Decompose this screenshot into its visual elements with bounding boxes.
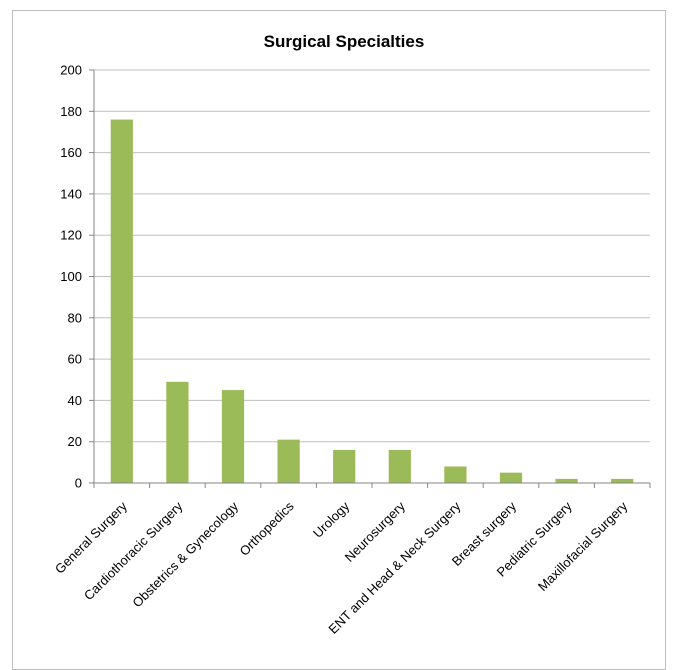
y-tick-label: 40 — [68, 393, 82, 408]
y-tick-label: 20 — [68, 434, 82, 449]
bar — [110, 119, 133, 483]
bar — [388, 449, 411, 483]
bars — [110, 119, 634, 483]
x-tick-label: Cardiothoracic Surgery — [81, 498, 186, 603]
chart-title: Surgical Specialties — [264, 32, 425, 51]
y-tick-label: 180 — [60, 104, 82, 119]
y-tick-label: 160 — [60, 145, 82, 160]
y-tick-label: 80 — [68, 310, 82, 325]
y-axis-tick-labels: 0 20 40 60 80 100 120 140 160 180 200 — [60, 63, 82, 491]
y-tick-label: 120 — [60, 228, 82, 243]
bar — [333, 449, 356, 483]
bar — [444, 466, 467, 483]
bar — [166, 381, 189, 483]
bar — [611, 478, 634, 483]
axes — [89, 69, 651, 488]
x-tick-label: Orthopedics — [237, 498, 298, 559]
x-tick-label: Urology — [310, 498, 353, 541]
y-tick-label: 140 — [60, 186, 82, 201]
bar — [499, 472, 523, 483]
x-tick-label: Obstetrics & Gynecology — [129, 498, 241, 610]
y-tick-label: 0 — [75, 476, 82, 491]
y-tick-label: 100 — [60, 269, 82, 284]
y-tick-label: 200 — [60, 63, 82, 78]
bar — [555, 478, 578, 483]
y-tick-label: 60 — [68, 352, 82, 367]
bar — [277, 439, 300, 483]
bar — [221, 390, 245, 483]
